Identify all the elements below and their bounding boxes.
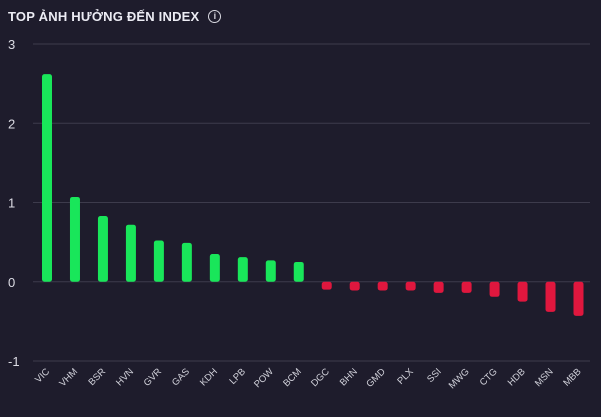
x-tick-label: MSN <box>533 366 556 389</box>
bar-vhm[interactable] <box>69 196 80 282</box>
bar-msn[interactable] <box>545 281 556 312</box>
x-tick-label: GAS <box>170 366 192 388</box>
bar-hvn[interactable] <box>125 224 136 282</box>
y-tick-label: 3 <box>8 37 15 52</box>
bar-gvr[interactable] <box>153 240 164 282</box>
x-tick-label: VHM <box>57 366 80 389</box>
bar-plx[interactable] <box>405 281 416 291</box>
bar-hdb[interactable] <box>517 281 528 302</box>
x-tick-label: VIC <box>33 366 52 385</box>
y-tick-label: 2 <box>8 116 15 131</box>
bar-lpb[interactable] <box>237 257 248 282</box>
bar-gas[interactable] <box>181 242 192 282</box>
y-tick-label: 0 <box>8 275 15 290</box>
x-tick-label: BHN <box>338 366 360 388</box>
x-tick-label: HDB <box>506 366 528 388</box>
x-tick-label: SSI <box>425 366 444 385</box>
bar-bhn[interactable] <box>349 281 360 291</box>
bar-bcm[interactable] <box>293 261 304 282</box>
x-tick-label: HVN <box>114 366 136 388</box>
x-tick-label: PLX <box>395 366 416 387</box>
bar-pow[interactable] <box>265 260 276 282</box>
x-tick-label: CTG <box>478 366 500 388</box>
bar-vic[interactable] <box>42 74 52 282</box>
info-icon[interactable]: i <box>208 9 222 23</box>
x-tick-label: BCM <box>281 366 304 389</box>
bar-gmd[interactable] <box>377 281 388 291</box>
y-tick-label: 1 <box>8 196 15 211</box>
bar-ssi[interactable] <box>433 281 444 293</box>
bar-mwg[interactable] <box>461 281 472 293</box>
x-tick-label: MWG <box>447 366 472 391</box>
x-tick-label: KDH <box>198 366 220 388</box>
bar-bsr[interactable] <box>97 215 108 282</box>
chart-header: TOP ẢNH HƯỞNG ĐẾN INDEX i <box>8 5 222 27</box>
chart-title: TOP ẢNH HƯỞNG ĐẾN INDEX <box>8 8 200 24</box>
bar-ctg[interactable] <box>489 281 500 297</box>
bar-dgc[interactable] <box>321 281 332 290</box>
x-tick-label: BSR <box>86 366 108 388</box>
x-tick-label: MBB <box>561 366 583 388</box>
x-tick-label: DGC <box>309 366 332 389</box>
x-tick-label: GVR <box>142 366 164 388</box>
bar-mbb[interactable] <box>573 281 584 316</box>
x-tick-label: GMD <box>364 366 388 390</box>
x-tick-label: LPB <box>227 366 247 386</box>
bar-kdh[interactable] <box>209 254 220 282</box>
y-tick-label: -1 <box>8 354 20 369</box>
x-tick-label: POW <box>252 366 276 390</box>
